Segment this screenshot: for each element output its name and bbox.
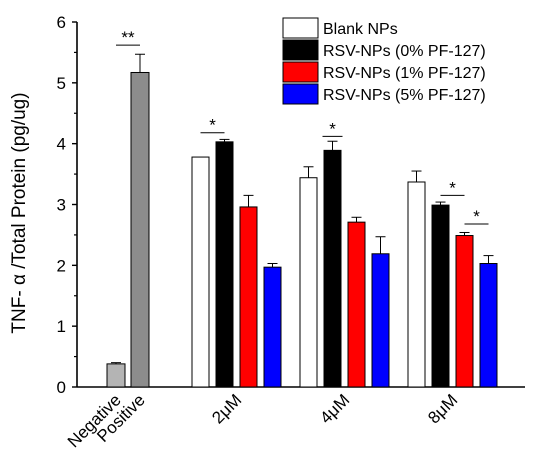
- significance-marker: *: [209, 116, 216, 135]
- bar: [371, 253, 390, 388]
- x-tick-label: 2μM: [208, 390, 245, 427]
- bar-negative: [106, 363, 126, 388]
- bar: [323, 149, 342, 388]
- bar: [479, 263, 498, 388]
- y-tick-label: 3: [57, 196, 66, 215]
- legend-label: Blank NPs: [323, 21, 398, 38]
- legend-swatch: [282, 83, 319, 105]
- y-axis-label: TNF- α /Total Protein (pg/ug): [9, 92, 30, 333]
- bar: [299, 177, 318, 388]
- legend-label: RSV-NPs (5% PF-127): [323, 87, 486, 104]
- y-tick-label: 1: [57, 317, 66, 336]
- bar: [215, 141, 234, 388]
- significance-marker: **: [121, 28, 135, 47]
- legend-label: RSV-NPs (0% PF-127): [323, 43, 486, 60]
- x-tick-label: 4μM: [316, 390, 353, 427]
- bar: [239, 206, 258, 388]
- legend: Blank NPs RSV-NPs (0% PF-127) RSV-NPs (1% …: [282, 17, 486, 105]
- bar: [407, 181, 426, 388]
- bars: [106, 53, 498, 388]
- legend-swatch: [282, 39, 319, 61]
- bar: [431, 204, 450, 388]
- legend-swatch: [282, 61, 319, 83]
- legend-label: RSV-NPs (1% PF-127): [323, 65, 486, 82]
- y-tick-label: 2: [57, 256, 66, 275]
- legend-swatch: [282, 17, 319, 39]
- significance-marker: *: [449, 178, 456, 197]
- bar: [455, 235, 474, 388]
- y-tick-label: 4: [57, 135, 66, 154]
- y-tick-label: 5: [57, 74, 66, 93]
- x-tick-label: 8μM: [424, 390, 461, 427]
- significance-marker: *: [329, 119, 336, 138]
- bar: [263, 266, 282, 388]
- significance-marker: *: [473, 207, 480, 226]
- y-tick-label: 6: [57, 13, 66, 32]
- y-tick-label: 0: [57, 378, 66, 397]
- bar: [191, 156, 210, 388]
- bar-positive: [130, 71, 150, 388]
- bar: [347, 221, 366, 388]
- significance-annotations: *** ***: [116, 28, 489, 226]
